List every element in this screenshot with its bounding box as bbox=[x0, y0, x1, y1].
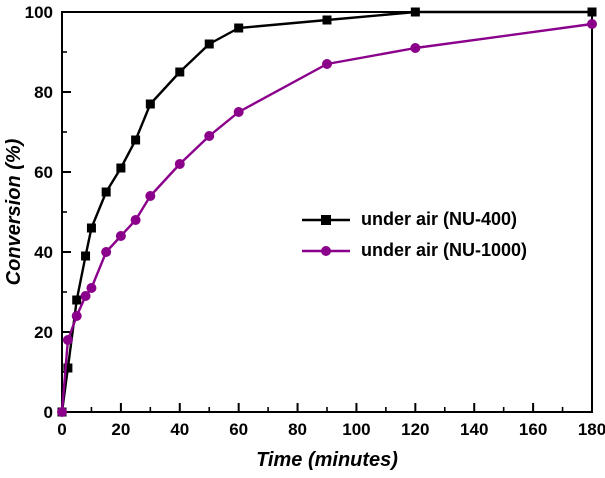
legend-square-marker-icon bbox=[302, 214, 350, 225]
data-point-square bbox=[116, 163, 126, 173]
data-point-circle bbox=[130, 215, 141, 225]
data-point-circle bbox=[174, 159, 185, 169]
x-tick-label: 120 bbox=[401, 420, 429, 439]
data-point-circle bbox=[80, 291, 91, 301]
data-point-circle bbox=[101, 247, 112, 257]
data-point-square bbox=[86, 223, 96, 233]
y-tick-label: 0 bbox=[44, 403, 53, 422]
legend-entry-nu1000: under air (NU-1000) bbox=[300, 237, 527, 264]
legend: under air (NU-400) under air (NU-1000) bbox=[300, 206, 527, 264]
data-point-circle bbox=[71, 311, 82, 321]
data-point-circle bbox=[62, 335, 73, 345]
y-tick-label: 100 bbox=[25, 3, 53, 22]
y-tick-label: 80 bbox=[34, 83, 53, 102]
x-tick-label: 60 bbox=[229, 420, 248, 439]
x-tick-label: 80 bbox=[288, 420, 307, 439]
data-point-square bbox=[587, 7, 597, 17]
x-tick-label: 100 bbox=[342, 420, 370, 439]
x-tick-label: 160 bbox=[519, 420, 547, 439]
data-point-square bbox=[145, 99, 155, 109]
data-point-circle bbox=[322, 59, 332, 69]
data-point-square bbox=[204, 39, 214, 49]
series-nu400 bbox=[57, 7, 597, 417]
x-tick-label: 180 bbox=[578, 420, 605, 439]
legend-label-nu1000: under air (NU-1000) bbox=[361, 240, 528, 260]
y-tick-label: 20 bbox=[34, 323, 53, 342]
x-tick-label: 40 bbox=[170, 420, 189, 439]
data-point-circle bbox=[57, 407, 67, 417]
data-point-square bbox=[81, 251, 91, 261]
data-point-square bbox=[63, 363, 73, 373]
data-point-square bbox=[175, 67, 185, 77]
data-point-square bbox=[72, 295, 82, 305]
data-point-circle bbox=[233, 107, 244, 117]
axis-ticks: 0 20 40 60 80 100 120 140 160 180 0 20 40 60 80 100 bbox=[25, 3, 605, 439]
data-point-square bbox=[131, 135, 141, 145]
data-point-square bbox=[234, 23, 244, 33]
data-point-circle bbox=[86, 283, 97, 293]
series-nu1000 bbox=[57, 19, 597, 417]
data-point-square bbox=[322, 15, 332, 25]
data-point-square bbox=[410, 7, 420, 17]
data-point-square bbox=[101, 187, 111, 197]
data-point-circle bbox=[204, 131, 215, 141]
x-tick-label: 0 bbox=[57, 420, 66, 439]
y-tick-label: 60 bbox=[34, 163, 53, 182]
x-tick-label: 20 bbox=[111, 420, 130, 439]
data-series bbox=[57, 7, 597, 417]
x-tick-label: 140 bbox=[460, 420, 488, 439]
y-axis-label: Conversion (%) bbox=[3, 138, 25, 285]
data-point-circle bbox=[115, 231, 126, 241]
data-point-circle bbox=[587, 19, 597, 29]
legend-entry-nu400: under air (NU-400) bbox=[300, 206, 527, 233]
data-point-circle bbox=[145, 191, 156, 201]
y-tick-label: 40 bbox=[34, 243, 53, 262]
legend-label-nu400: under air (NU-400) bbox=[361, 209, 518, 229]
x-axis-label: Time (minutes) bbox=[256, 449, 398, 471]
legend-circle-marker-icon bbox=[302, 245, 350, 256]
data-point-circle bbox=[410, 43, 421, 53]
